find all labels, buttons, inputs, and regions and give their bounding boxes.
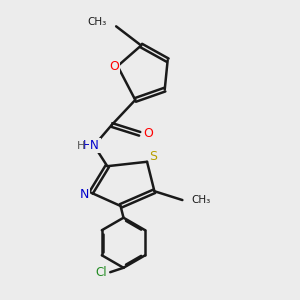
Text: CH₃: CH₃ bbox=[88, 17, 107, 27]
Text: HN: HN bbox=[83, 139, 101, 152]
Text: S: S bbox=[149, 150, 158, 163]
Text: N: N bbox=[80, 188, 89, 201]
Text: H: H bbox=[76, 141, 85, 151]
Text: CH₃: CH₃ bbox=[192, 195, 211, 205]
Text: O: O bbox=[143, 127, 153, 140]
Text: O: O bbox=[109, 60, 119, 73]
Text: Cl: Cl bbox=[96, 266, 107, 279]
Text: N: N bbox=[90, 139, 99, 152]
